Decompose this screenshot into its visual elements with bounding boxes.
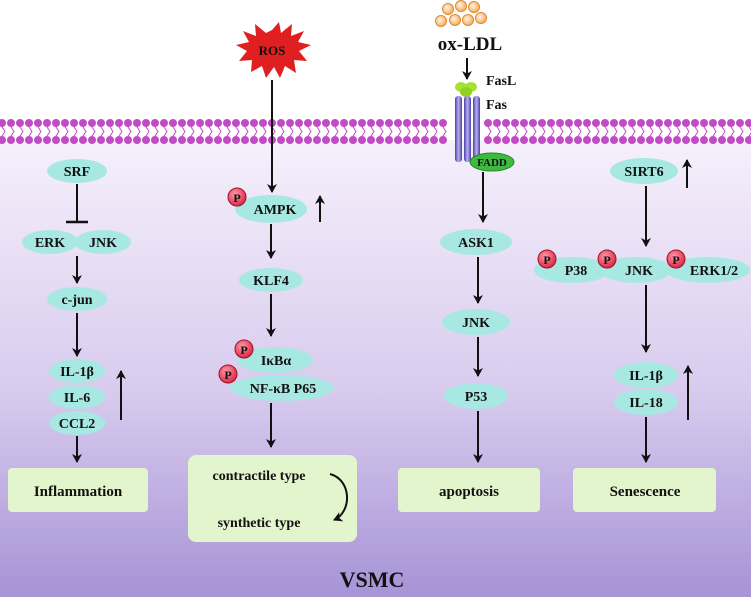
node-nfkb: [230, 375, 334, 401]
phospho-label: P: [224, 368, 231, 382]
node-il1b-1: [49, 359, 105, 383]
phospho-icon: P: [234, 339, 254, 359]
node-erk-label: ERK: [35, 236, 65, 251]
node-p53: [444, 383, 508, 409]
node-il6-label: IL-6: [64, 391, 90, 406]
outcome-contractile-label: contractile type: [213, 469, 306, 484]
node-ask1-label: ASK1: [458, 236, 494, 251]
fadd-icon: [469, 152, 515, 172]
fas-receptor-icon: [455, 96, 480, 162]
ox-ldl-label: ox-LDL: [438, 34, 502, 55]
node-ccl2-label: CCL2: [59, 417, 96, 432]
node-ikba-label: IκBα: [261, 354, 292, 369]
node-jnk-3-label: JNK: [625, 264, 653, 279]
phospho-label: P: [233, 191, 240, 205]
node-jnk-1: [75, 230, 131, 254]
ros-label: ROS: [259, 43, 286, 58]
node-ampk: [235, 195, 307, 223]
outcome-senescence-label: Senescence: [610, 484, 681, 500]
cell-type-label: VSMC: [340, 567, 405, 592]
fadd-label: FADD: [477, 157, 507, 169]
ox-ldl-icon: [435, 0, 487, 27]
node-erk12: [666, 257, 750, 283]
node-klf4-label: KLF4: [253, 274, 289, 289]
outcome-senescence: [573, 468, 716, 512]
node-il6: [49, 385, 105, 409]
node-jnk-2: [442, 309, 510, 335]
node-ikba: [237, 347, 313, 373]
outcome-phenotype-switch: [188, 455, 357, 542]
node-ask1: [440, 229, 512, 255]
phospho-label: P: [672, 253, 679, 267]
fas-label: Fas: [486, 98, 508, 113]
node-il1b-2-label: IL-1β: [629, 369, 663, 384]
node-ccl2: [49, 411, 105, 435]
outcome-apoptosis: [398, 468, 540, 512]
phospho-icon: P: [666, 249, 686, 269]
phospho-label: P: [240, 343, 247, 357]
node-klf4: [239, 268, 303, 292]
node-jnk-1-label: JNK: [89, 236, 117, 251]
node-il18-label: IL-18: [629, 396, 662, 411]
phospho-icon: P: [537, 249, 557, 269]
phospho-label: P: [603, 253, 610, 267]
cell-membrane: [0, 119, 751, 144]
outcome-apoptosis-label: apoptosis: [439, 484, 499, 500]
node-nfkb-label: NF-κB P65: [250, 382, 317, 397]
node-ampk-label: AMPK: [254, 203, 297, 218]
node-sirt6: [610, 158, 678, 184]
node-srf-label: SRF: [64, 165, 90, 180]
node-il1b-1-label: IL-1β: [60, 365, 94, 380]
ros-icon: [236, 22, 311, 78]
node-p53-label: P53: [465, 390, 488, 405]
node-erk12-label: ERK1/2: [690, 264, 738, 279]
node-p38-label: P38: [565, 264, 588, 279]
node-il1b-2: [614, 362, 678, 388]
outcome-inflammation-label: Inflammation: [34, 484, 123, 500]
node-erk: [22, 230, 78, 254]
node-cjun-label: c-jun: [61, 293, 92, 308]
arrow-contractile-synthetic: [329, 473, 348, 522]
node-srf: [47, 159, 107, 183]
node-jnk-2-label: JNK: [462, 316, 490, 331]
node-sirt6-label: SIRT6: [624, 165, 663, 180]
node-jnk-3: [600, 257, 672, 283]
node-il18: [614, 389, 678, 415]
outcome-inflammation: [8, 468, 148, 512]
phospho-icon: P: [218, 364, 238, 384]
phospho-icon: P: [227, 187, 247, 207]
fasl-label: FasL: [486, 74, 516, 89]
phospho-label: P: [543, 253, 550, 267]
node-cjun: [47, 287, 107, 311]
phospho-icon: P: [597, 249, 617, 269]
outcome-synthetic-label: synthetic type: [218, 516, 301, 531]
fasl-icon: [455, 82, 477, 97]
